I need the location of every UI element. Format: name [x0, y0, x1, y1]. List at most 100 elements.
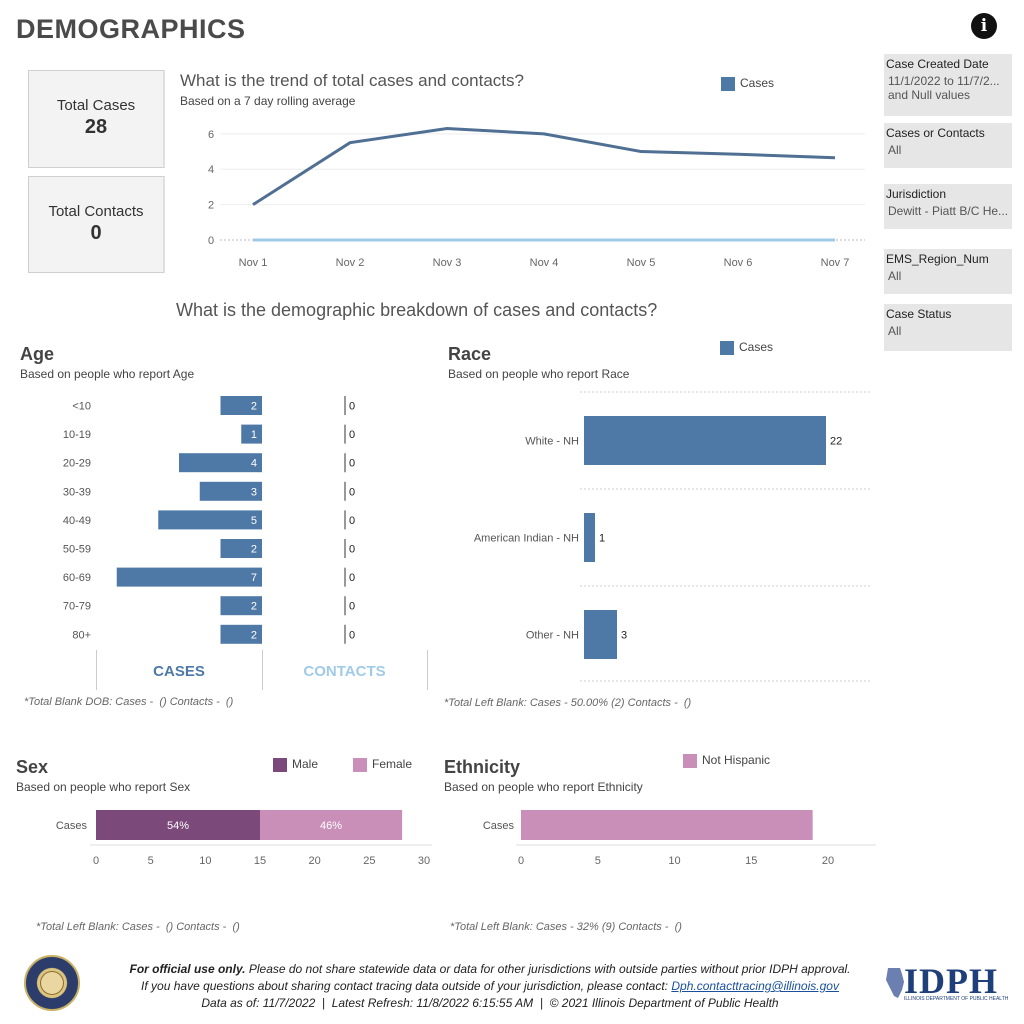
age-cases-bar: [116, 567, 262, 587]
race-cases-value: 1: [599, 533, 605, 545]
race-category-label: Other - NH: [526, 630, 579, 642]
series-line-cases: [252, 127, 836, 206]
x-tick-label: Nov 1: [239, 257, 268, 269]
x-tick-label: Nov 7: [821, 257, 850, 269]
total-cases-value: 28: [84, 116, 108, 138]
race-chart: White - NH 22 American Indian - NH 1 Other -…: [474, 391, 872, 682]
filter-cases-or-contacts[interactable]: Cases or Contacts All: [884, 123, 1012, 168]
idph-logo: IDPH ILLINOIS DEPARTMENT OF PUBLIC HEALT…: [884, 961, 1014, 1004]
x-tick-label: 20: [822, 855, 834, 867]
race-cases-value: 3: [621, 630, 627, 642]
age-cases-bar: [158, 510, 262, 530]
demographic-heading: What is the demographic breakdown of cas…: [176, 300, 658, 320]
footer-line-2: If you have questions about sharing cont…: [100, 978, 880, 995]
age-cases-header[interactable]: CASES: [153, 663, 205, 680]
footer-official-use: For official use only.: [129, 962, 246, 976]
filter-title: Case Created Date: [886, 57, 989, 71]
age-cases-value: 2: [251, 401, 257, 413]
x-tick-label: 20: [309, 855, 321, 867]
age-contacts-value: 0: [349, 601, 355, 613]
filter-value: 11/1/2022 to 11/7/2...: [888, 74, 1000, 88]
filter-title: EMS_Region_Num: [886, 252, 989, 266]
age-note: *Total Blank DOB: Cases - () Contacts - …: [24, 696, 234, 708]
x-tick-label: 15: [254, 855, 266, 867]
x-tick-label: Nov 2: [336, 257, 365, 269]
filter-ems-region[interactable]: EMS_Region_Num All: [884, 249, 1012, 294]
filter-jurisdiction[interactable]: Jurisdiction Dewitt - Piatt B/C He...: [884, 184, 1012, 229]
age-category-label: 40-49: [63, 515, 91, 527]
footer-line-1: For official use only. Please do not sha…: [100, 961, 880, 978]
filter-case-status[interactable]: Case Status All: [884, 304, 1012, 351]
age-contacts-value: 0: [349, 486, 355, 498]
footer-line1-text: Please do not share statewide data or da…: [245, 962, 851, 976]
ethnicity-subtitle: Based on people who report Ethnicity: [444, 780, 643, 794]
idph-logo-subtext: ILLINOIS DEPARTMENT OF PUBLIC HEALTH: [904, 996, 1009, 1002]
sex-note: *Total Left Blank: Cases - () Contacts -…: [36, 921, 240, 933]
age-subtitle: Based on people who report Age: [20, 367, 195, 381]
race-subtitle: Based on people who report Race: [448, 367, 630, 381]
x-tick-label: 30: [418, 855, 430, 867]
illinois-seal-logo: [24, 955, 80, 1011]
x-tick-label: 10: [668, 855, 680, 867]
sex-female-pct: 46%: [320, 820, 342, 832]
contact-email-link[interactable]: Dph.contacttracing@illinois.gov: [671, 979, 839, 993]
age-cases-bar: [241, 424, 262, 444]
x-tick-label: 25: [363, 855, 375, 867]
female-legend-swatch: [353, 757, 367, 772]
age-contacts-value: 0: [349, 544, 355, 556]
filter-title: Jurisdiction: [886, 187, 947, 201]
age-contacts-value: 0: [349, 629, 355, 641]
total-cases-card: Total Cases 28: [28, 70, 165, 168]
footer: For official use only. Please do not sha…: [100, 961, 880, 1012]
page-title: DEMOGRAPHICS: [16, 14, 246, 44]
age-category-label: 70-79: [63, 601, 91, 613]
x-tick-label: Nov 3: [433, 257, 462, 269]
age-contacts-header[interactable]: CONTACTS: [303, 663, 386, 680]
female-legend-label: Female: [372, 757, 413, 771]
trend-chart: 0 2 4 6 Nov 1 Nov 2 Nov 3 Nov 4 Nov 5 Nov 6 Nov 7: [208, 127, 865, 269]
sex-category-label: Cases: [56, 820, 88, 832]
footer-line2-text: If you have questions about sharing cont…: [141, 979, 672, 993]
trend-title: What is the trend of total cases and con…: [180, 71, 524, 90]
sex-male-pct: 54%: [167, 820, 189, 832]
age-cases-value: 2: [251, 601, 257, 613]
ethnicity-legend-label: Not Hispanic: [702, 753, 771, 767]
ethnicity-legend[interactable]: Not Hispanic: [683, 753, 770, 768]
sex-legend-male[interactable]: Male: [273, 757, 318, 772]
filter-value: All: [888, 269, 902, 283]
filter-value: Dewitt - Piatt B/C He...: [888, 204, 1009, 218]
age-cases-bar: [220, 624, 262, 644]
total-cases-label: Total Cases: [56, 97, 136, 114]
age-cases-bar: [199, 481, 262, 501]
race-legend[interactable]: Cases: [720, 340, 773, 355]
y-tick-label: 4: [208, 164, 214, 176]
y-tick-label: 0: [208, 235, 214, 247]
age-cases-value: 1: [251, 429, 257, 441]
filter-title: Cases or Contacts: [886, 126, 985, 140]
sex-chart: Cases 54% 46% 0 5 10 15 20 25 30: [56, 810, 432, 867]
age-contacts-value: 0: [349, 515, 355, 527]
x-tick-label: 0: [518, 855, 524, 867]
filter-case-created-date[interactable]: Case Created Date 11/1/2022 to 11/7/2...…: [884, 54, 1012, 116]
divider: [427, 650, 428, 690]
x-tick-label: Nov 6: [724, 257, 753, 269]
trend-subtitle: Based on a 7 day rolling average: [180, 94, 356, 108]
sex-male-bar: [96, 810, 260, 840]
male-legend-label: Male: [292, 757, 319, 771]
race-category-label: American Indian - NH: [474, 533, 579, 545]
age-category-label: <10: [72, 401, 91, 413]
x-tick-label: Nov 5: [627, 257, 656, 269]
trend-legend[interactable]: Cases: [721, 76, 774, 91]
race-title: Race: [448, 344, 492, 364]
age-cases-value: 3: [251, 486, 257, 498]
sex-legend-female[interactable]: Female: [353, 757, 412, 772]
info-icon[interactable]: i: [971, 13, 997, 39]
footer-line-3: Data as of: 11/7/2022 | Latest Refresh: …: [201, 996, 779, 1010]
age-category-label: 10-19: [63, 429, 91, 441]
age-cases-value: 2: [251, 544, 257, 556]
total-contacts-card: Total Contacts 0: [28, 176, 165, 273]
filter-value-2: and Null values: [888, 88, 971, 102]
age-contacts-value: 0: [349, 458, 355, 470]
age-cases-value: 4: [251, 458, 257, 470]
x-tick-label: 0: [93, 855, 99, 867]
